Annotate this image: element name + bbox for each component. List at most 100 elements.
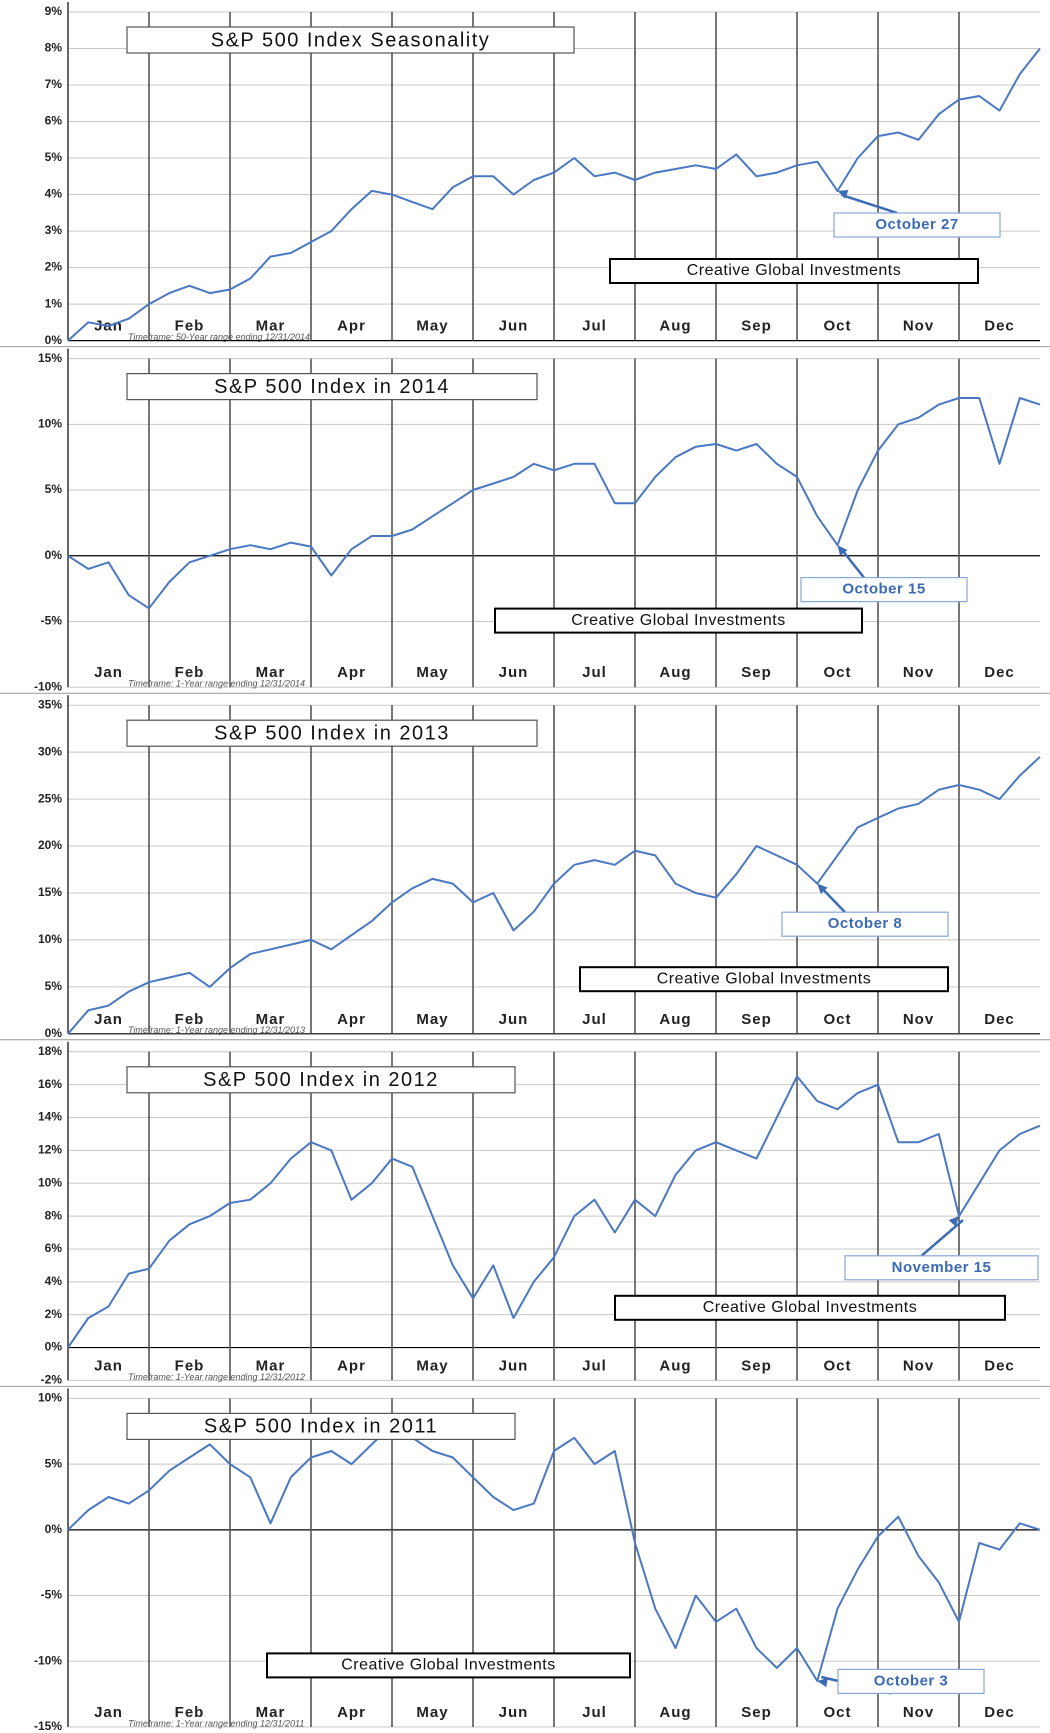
y-tick-label: 5% — [45, 979, 63, 993]
annotation-text: October 3 — [874, 1672, 949, 1689]
annotation-box — [844, 1255, 1039, 1281]
annotation-box — [833, 212, 1001, 238]
y-tick-label: 12% — [38, 1143, 62, 1157]
watermark-box — [266, 1652, 631, 1679]
y-tick-label: -2% — [41, 1373, 63, 1387]
y-tick-label: 2% — [45, 1307, 63, 1321]
y-tick-label: -5% — [41, 614, 63, 628]
y-tick-label: 8% — [45, 41, 63, 55]
month-label: Sep — [741, 1704, 772, 1721]
annotation-arrow — [820, 886, 846, 914]
month-label: Feb — [175, 1357, 205, 1374]
month-label: Sep — [741, 664, 772, 681]
watermark-text: Creative Global Investments — [341, 1657, 555, 1674]
y-tick-label: 4% — [45, 1274, 63, 1288]
month-label: Feb — [175, 664, 205, 681]
annotation-text: October 15 — [842, 581, 925, 598]
y-tick-label: 4% — [45, 187, 63, 201]
y-tick-label: 14% — [38, 1110, 62, 1124]
y-tick-label: 0% — [45, 548, 63, 562]
chart-panel: -10% -5% 0% 5% 10% 15% Jan Feb Mar Apr May Jun Jul Au… — [0, 346, 1050, 693]
month-label: Apr — [337, 1011, 366, 1028]
month-label: Mar — [256, 1357, 286, 1374]
month-label: May — [416, 1704, 448, 1721]
watermark-box — [494, 607, 863, 634]
month-label: Jul — [582, 1704, 607, 1721]
y-tick-label: 2% — [45, 260, 63, 274]
month-label: Jan — [94, 1704, 123, 1721]
line-series — [67, 47, 1041, 342]
annotation-text: October 8 — [828, 915, 903, 932]
y-tick-label: 1% — [45, 296, 63, 310]
y-tick-label: 0% — [45, 1026, 63, 1040]
y-tick-label: 16% — [38, 1077, 62, 1091]
month-label: Jun — [499, 1011, 529, 1028]
y-tick-label: 35% — [38, 697, 62, 711]
month-label: Oct — [823, 1011, 851, 1028]
watermark-text: Creative Global Investments — [703, 1299, 917, 1316]
annotation-text: November 15 — [892, 1259, 992, 1276]
line-series — [67, 397, 1041, 610]
month-label: Jul — [582, 1011, 607, 1028]
month-label: Aug — [659, 1357, 691, 1374]
month-label: Oct — [823, 664, 851, 681]
month-label: Aug — [659, 1704, 691, 1721]
month-label: Apr — [337, 318, 366, 335]
month-label: Dec — [984, 1011, 1015, 1028]
y-tick-label: 15% — [38, 351, 62, 365]
annotation-text: October 27 — [875, 216, 958, 233]
month-label: Apr — [337, 664, 366, 681]
month-label: Jan — [94, 1011, 123, 1028]
annotation-arrowhead — [948, 1216, 959, 1227]
annotation-box — [837, 1668, 985, 1695]
y-tick-label: 20% — [38, 838, 62, 852]
month-label: May — [416, 318, 448, 335]
y-tick-label: 7% — [45, 77, 63, 91]
annotation-arrowhead — [817, 1678, 828, 1688]
month-label: Jun — [499, 1357, 529, 1374]
annotation-arrow — [840, 548, 865, 579]
month-label: Apr — [337, 1704, 366, 1721]
timeframe-note: Timeframe: 1-Year range ending 12/31/201… — [128, 1025, 305, 1035]
month-label: Sep — [741, 1357, 772, 1374]
y-tick-label: 10% — [38, 1391, 62, 1405]
chart-panel: -15% -10% -5% 0% 5% 10% Jan Feb Mar Apr May Jun Jul A… — [0, 1385, 1050, 1733]
month-label: Sep — [741, 1011, 772, 1028]
month-label: Aug — [659, 664, 691, 681]
chart-panel: 0% 5% 10% 15% 20% 25% 30% 35% Jan Feb Mar Apr May Jun… — [0, 692, 1050, 1040]
watermark-box — [609, 258, 979, 284]
line-series — [67, 1075, 1041, 1349]
month-label: Oct — [823, 1704, 851, 1721]
y-tick-label: 6% — [45, 1241, 63, 1255]
month-label: Jul — [582, 1357, 607, 1374]
annotation-arrow — [920, 1219, 964, 1257]
month-label: Feb — [175, 318, 205, 335]
y-tick-label: 3% — [45, 223, 63, 237]
line-series — [67, 756, 1041, 1035]
month-label: Jan — [94, 664, 123, 681]
watermark-box — [579, 966, 949, 993]
month-label: Jun — [499, 664, 529, 681]
month-label: Dec — [984, 318, 1015, 335]
month-label: Jan — [94, 1357, 123, 1374]
month-label: May — [416, 664, 448, 681]
month-label: May — [416, 1011, 448, 1028]
month-label: Nov — [903, 664, 934, 681]
watermark-text: Creative Global Investments — [571, 612, 785, 629]
month-label: Jul — [582, 664, 607, 681]
y-tick-label: 25% — [38, 791, 62, 805]
watermark-text: Creative Global Investments — [657, 970, 871, 987]
y-tick-label: 10% — [38, 416, 62, 430]
month-label: Jul — [582, 318, 607, 335]
y-tick-label: 10% — [38, 1175, 62, 1189]
annotation-arrowhead — [817, 883, 828, 894]
annotation-box — [781, 911, 949, 937]
line-series — [67, 1423, 1041, 1682]
timeframe-note: Timeframe: 1-Year range ending 12/31/201… — [128, 1718, 304, 1728]
y-tick-label: 5% — [45, 150, 63, 164]
month-label: Mar — [256, 1704, 286, 1721]
chart-title: S&P 500 Index in 2014 — [214, 376, 450, 398]
y-tick-label: 6% — [45, 114, 63, 128]
